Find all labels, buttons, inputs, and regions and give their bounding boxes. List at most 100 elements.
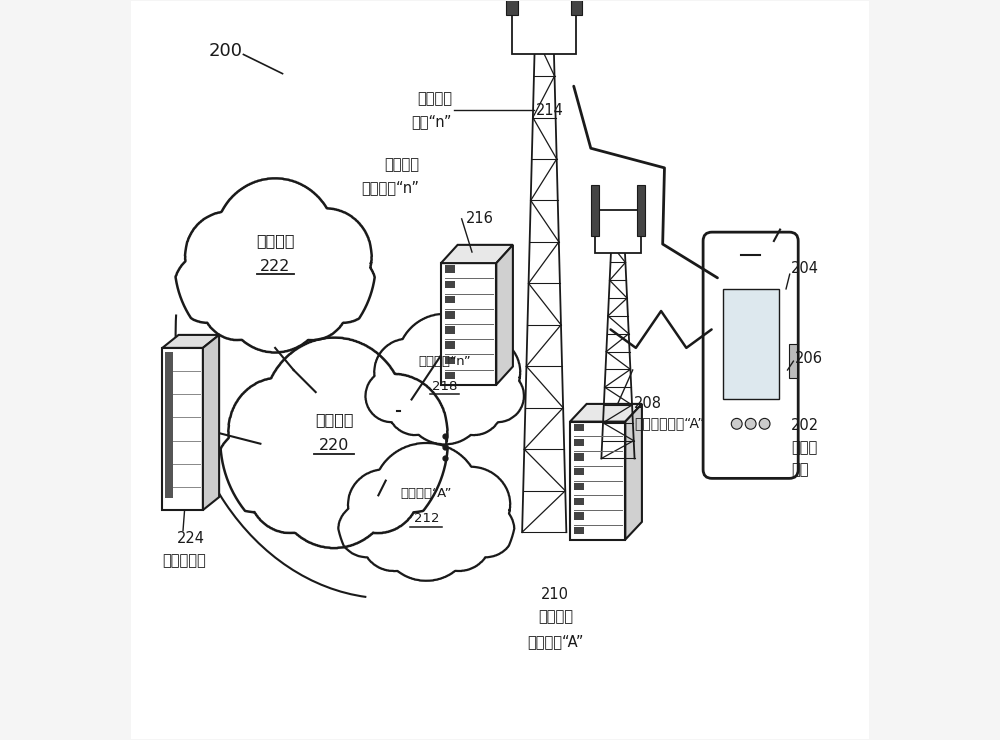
Bar <box>445 311 455 319</box>
Text: 无线网络: 无线网络 <box>315 412 353 427</box>
Bar <box>165 352 173 497</box>
Polygon shape <box>338 443 514 581</box>
Bar <box>445 280 455 288</box>
Polygon shape <box>185 212 270 300</box>
Bar <box>574 454 584 461</box>
Bar <box>574 439 584 446</box>
Polygon shape <box>228 377 329 485</box>
Polygon shape <box>340 374 448 489</box>
Polygon shape <box>472 370 524 423</box>
Text: 天线“n”: 天线“n” <box>412 114 452 129</box>
Text: 210: 210 <box>541 588 569 602</box>
Bar <box>506 0 518 15</box>
Polygon shape <box>404 363 485 445</box>
FancyBboxPatch shape <box>703 232 798 478</box>
Polygon shape <box>262 337 406 491</box>
Polygon shape <box>445 378 503 435</box>
Text: 无线子网“n”: 无线子网“n” <box>418 354 471 368</box>
Text: 222: 222 <box>260 259 290 275</box>
Bar <box>637 185 645 236</box>
Polygon shape <box>387 378 444 435</box>
Text: 204: 204 <box>791 260 819 276</box>
Polygon shape <box>223 244 327 353</box>
Polygon shape <box>431 467 510 542</box>
Polygon shape <box>309 253 377 323</box>
Polygon shape <box>496 245 513 385</box>
Polygon shape <box>201 264 274 340</box>
Text: 216: 216 <box>466 212 494 226</box>
Polygon shape <box>280 208 372 304</box>
Bar <box>445 266 455 273</box>
Bar <box>574 482 584 490</box>
Polygon shape <box>381 495 471 581</box>
Polygon shape <box>203 335 219 510</box>
Polygon shape <box>456 502 514 557</box>
Text: 无线网络: 无线网络 <box>417 91 452 107</box>
Polygon shape <box>247 441 333 534</box>
Polygon shape <box>570 404 642 422</box>
Text: 220: 220 <box>319 438 349 454</box>
Bar <box>574 468 584 475</box>
Polygon shape <box>221 337 448 548</box>
Text: 无线子网“A”: 无线子网“A” <box>401 488 452 500</box>
Text: 物理网络: 物理网络 <box>256 234 294 249</box>
Text: 节点: 节点 <box>791 462 809 477</box>
Circle shape <box>745 418 756 429</box>
Text: 218: 218 <box>432 380 457 393</box>
Bar <box>445 371 455 380</box>
Bar <box>445 341 455 349</box>
Bar <box>591 185 599 236</box>
Bar <box>512 0 576 55</box>
Polygon shape <box>397 314 492 409</box>
Circle shape <box>731 418 742 429</box>
Bar <box>595 210 641 253</box>
Text: 接入节点“n”: 接入节点“n” <box>361 180 419 195</box>
Text: 接入节点“A”: 接入节点“A” <box>527 634 584 649</box>
Polygon shape <box>374 339 441 406</box>
Polygon shape <box>335 441 421 534</box>
Bar <box>571 0 582 15</box>
Bar <box>574 424 584 431</box>
Bar <box>445 326 455 334</box>
Bar <box>789 344 797 378</box>
Polygon shape <box>273 417 395 548</box>
Polygon shape <box>276 264 349 340</box>
Polygon shape <box>441 263 496 385</box>
Text: 服务器节点: 服务器节点 <box>162 553 206 568</box>
Text: 无线网络: 无线网络 <box>538 610 573 625</box>
Polygon shape <box>625 404 642 539</box>
Polygon shape <box>427 511 491 571</box>
Bar <box>574 497 584 505</box>
Text: 无线网络: 无线网络 <box>384 158 419 172</box>
Polygon shape <box>441 245 513 263</box>
Bar <box>574 527 584 534</box>
Polygon shape <box>365 314 524 445</box>
Bar <box>445 357 455 364</box>
Polygon shape <box>365 370 418 423</box>
Bar <box>723 289 779 399</box>
Text: 200: 200 <box>209 42 243 60</box>
Polygon shape <box>449 336 520 408</box>
Polygon shape <box>362 511 426 571</box>
Text: 206: 206 <box>795 352 823 366</box>
Polygon shape <box>570 422 625 539</box>
Polygon shape <box>162 335 219 348</box>
Polygon shape <box>215 428 294 512</box>
Polygon shape <box>338 502 396 557</box>
Text: 224: 224 <box>177 531 205 545</box>
Polygon shape <box>174 253 241 323</box>
Polygon shape <box>373 443 479 544</box>
Polygon shape <box>374 428 453 512</box>
Text: 无线网络天线“A”: 无线网络天线“A” <box>634 416 705 430</box>
Bar <box>574 512 584 519</box>
Text: 212: 212 <box>414 512 439 525</box>
Bar <box>445 296 455 303</box>
Polygon shape <box>214 178 336 306</box>
Text: 214: 214 <box>535 103 563 118</box>
Polygon shape <box>348 469 422 539</box>
Polygon shape <box>176 178 375 352</box>
Circle shape <box>759 418 770 429</box>
Text: 202: 202 <box>791 418 819 433</box>
Text: 208: 208 <box>634 396 662 411</box>
Polygon shape <box>162 348 203 510</box>
